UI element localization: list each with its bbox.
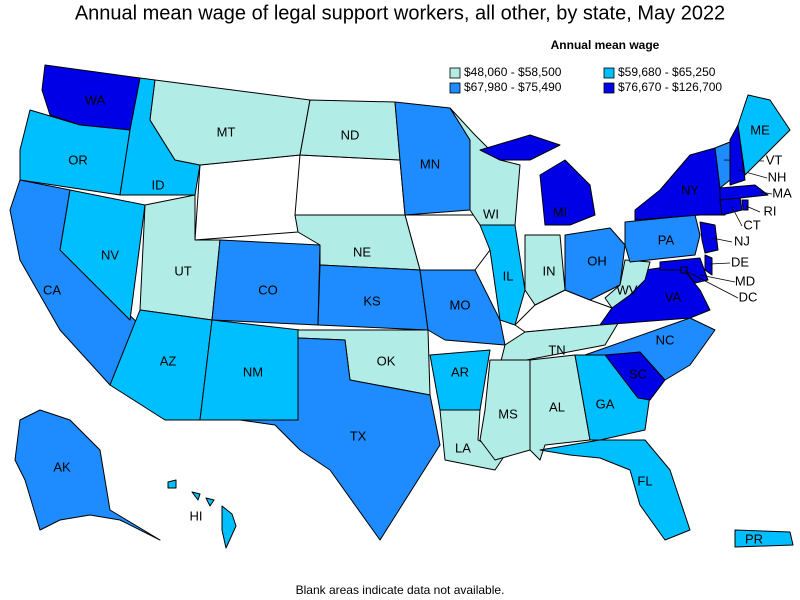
leader-line <box>731 206 743 227</box>
state <box>729 124 746 186</box>
state-label: AR <box>451 364 469 379</box>
state-label: SC <box>629 366 647 381</box>
state <box>149 79 311 166</box>
state-label: OR <box>68 152 88 167</box>
legend-label: $67,980 - $75,490 <box>464 80 562 94</box>
state-label: NM <box>243 364 263 379</box>
state <box>734 529 794 548</box>
map-title: Annual mean wage of legal support worker… <box>75 2 725 24</box>
leader-line <box>683 269 739 299</box>
state <box>704 254 713 276</box>
state-label: TX <box>350 428 367 443</box>
state-label: WI <box>483 206 499 221</box>
state-label: NE <box>353 244 371 259</box>
state-label: NJ <box>734 233 750 248</box>
state-label: CO <box>258 282 278 297</box>
legend-label: $48,060 - $58,500 <box>464 65 562 79</box>
state <box>524 234 566 306</box>
state-label: PR <box>745 531 763 546</box>
state-label: FL <box>637 473 652 488</box>
state-no-data <box>294 154 406 216</box>
state-label: MA <box>772 185 792 200</box>
state-label: MI <box>553 204 567 219</box>
state <box>479 224 526 326</box>
state-label: TN <box>548 342 565 357</box>
state <box>737 94 791 176</box>
state-label: KS <box>363 293 381 308</box>
legend-label: $59,680 - $65,250 <box>618 65 716 79</box>
state-label: CT <box>743 217 760 232</box>
legend-title: Annual mean wage <box>551 38 660 52</box>
state-label: WA <box>85 92 106 107</box>
state-label: NY <box>681 182 699 197</box>
state <box>699 221 719 254</box>
leader-line <box>711 237 733 243</box>
legend-swatch <box>603 67 615 79</box>
state-label: DE <box>731 254 749 269</box>
state-label: OH <box>587 253 607 268</box>
state-label: AL <box>549 399 565 414</box>
state-no-data <box>194 154 301 241</box>
state-label: VT <box>766 152 783 167</box>
state-label: OK <box>377 353 396 368</box>
state-label: NH <box>768 169 787 184</box>
leader-line <box>745 205 761 213</box>
state-label: ND <box>341 127 360 142</box>
state-label: MO <box>450 297 471 312</box>
state <box>429 349 491 411</box>
no-data-states <box>194 154 613 333</box>
legend-label: $76,670 - $126,700 <box>618 80 722 94</box>
state <box>741 199 749 211</box>
state-label: ME <box>750 122 770 137</box>
leader-line <box>737 169 768 179</box>
state-label: LA <box>455 440 471 455</box>
state <box>659 257 709 284</box>
state <box>109 309 213 421</box>
legend-swatch <box>603 82 615 94</box>
state-label: WV <box>617 282 638 297</box>
state-label: MD <box>735 273 755 288</box>
state-label: VA <box>665 289 682 304</box>
legend-swatch <box>449 67 461 79</box>
state <box>719 184 769 201</box>
state <box>539 439 691 541</box>
state <box>604 259 651 309</box>
state-label: MS <box>498 406 518 421</box>
state-label: AK <box>53 459 71 474</box>
state <box>14 409 161 541</box>
state <box>59 189 146 321</box>
state-label: RI <box>764 203 777 218</box>
leader-line <box>759 191 773 195</box>
state-label: HI <box>190 508 203 523</box>
state-label: IL <box>503 268 514 283</box>
legend-swatch <box>449 82 461 94</box>
state-label: CA <box>43 282 61 297</box>
state-label: ID <box>152 177 165 192</box>
state-label: IN <box>543 263 556 278</box>
state <box>584 317 716 381</box>
state-label: PA <box>658 232 675 247</box>
state-label: MT <box>217 124 236 139</box>
state-label: GA <box>596 396 615 411</box>
state-label: UT <box>174 263 191 278</box>
footnote: Blank areas indicate data not available. <box>296 583 505 597</box>
state <box>167 479 237 549</box>
state <box>479 134 596 226</box>
state <box>239 337 441 541</box>
leader-line <box>709 262 731 265</box>
state-label: AZ <box>160 353 177 368</box>
state-label: NC <box>656 332 675 347</box>
state-label: MN <box>420 156 440 171</box>
state-label: DC <box>739 289 758 304</box>
state-label: NV <box>101 247 119 262</box>
leader-line <box>699 274 736 283</box>
